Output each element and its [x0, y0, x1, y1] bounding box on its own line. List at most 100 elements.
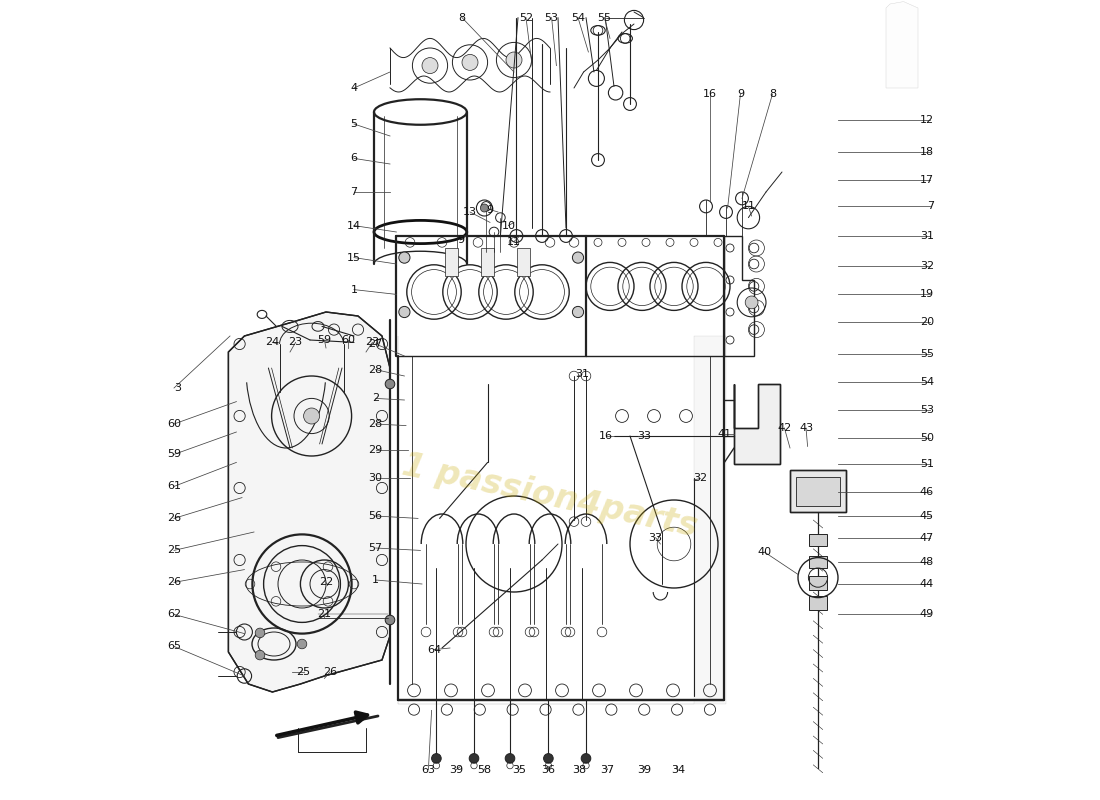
Text: 11: 11	[741, 202, 756, 211]
Text: 26: 26	[167, 578, 182, 587]
Text: 48: 48	[920, 557, 934, 566]
Text: 9: 9	[456, 235, 464, 245]
Circle shape	[506, 52, 522, 68]
Bar	[446, 248, 458, 276]
Text: 14: 14	[346, 221, 361, 230]
Text: 27: 27	[368, 339, 383, 349]
Text: 65: 65	[167, 642, 182, 651]
Text: 21: 21	[317, 610, 331, 619]
Text: 33: 33	[637, 431, 651, 441]
Circle shape	[581, 754, 591, 763]
Text: 7: 7	[351, 187, 358, 197]
Text: 53: 53	[920, 405, 934, 414]
Text: 39: 39	[449, 765, 463, 774]
Text: 53: 53	[544, 13, 559, 22]
Text: 1: 1	[372, 575, 379, 585]
Text: 64: 64	[427, 645, 441, 654]
Text: 8: 8	[769, 90, 776, 99]
Text: 16: 16	[600, 431, 613, 441]
Text: 23: 23	[288, 338, 302, 347]
Circle shape	[431, 754, 441, 763]
Circle shape	[462, 54, 478, 70]
Circle shape	[297, 639, 307, 649]
Circle shape	[481, 204, 488, 212]
Text: 8: 8	[459, 13, 465, 22]
Text: 32: 32	[693, 474, 707, 483]
Text: 22: 22	[319, 578, 333, 587]
Circle shape	[399, 306, 410, 318]
Text: 54: 54	[920, 378, 934, 387]
Text: 40: 40	[757, 547, 771, 557]
Text: 11: 11	[507, 237, 521, 246]
Circle shape	[255, 650, 265, 660]
Text: 3: 3	[174, 383, 182, 393]
Circle shape	[304, 408, 320, 424]
Polygon shape	[810, 576, 827, 590]
Text: 62: 62	[167, 610, 182, 619]
Polygon shape	[398, 336, 726, 704]
Text: 39: 39	[637, 765, 651, 774]
Circle shape	[572, 306, 584, 318]
Circle shape	[385, 615, 395, 625]
Text: 49: 49	[920, 610, 934, 619]
Text: 35: 35	[513, 765, 527, 774]
Text: 20: 20	[920, 318, 934, 327]
Text: 13: 13	[463, 207, 477, 217]
Text: 2: 2	[372, 394, 379, 403]
Text: 42: 42	[778, 423, 792, 433]
Circle shape	[422, 58, 438, 74]
Text: 41: 41	[717, 429, 732, 438]
Text: 25: 25	[167, 546, 182, 555]
Circle shape	[255, 628, 265, 638]
Polygon shape	[796, 477, 839, 506]
Polygon shape	[810, 596, 827, 610]
Circle shape	[470, 754, 478, 763]
Polygon shape	[810, 534, 827, 546]
Text: 50: 50	[920, 434, 934, 443]
Polygon shape	[810, 556, 827, 568]
Polygon shape	[734, 384, 780, 464]
Text: 55: 55	[920, 349, 934, 358]
Text: 26: 26	[323, 667, 337, 677]
Circle shape	[399, 252, 410, 263]
Text: 17: 17	[920, 175, 934, 185]
Text: 51: 51	[920, 459, 934, 469]
Text: 37: 37	[601, 765, 615, 774]
Text: 6: 6	[351, 154, 358, 163]
Text: 57: 57	[368, 543, 383, 553]
Text: 60: 60	[167, 419, 182, 429]
Text: 29: 29	[368, 445, 383, 454]
Text: 61: 61	[167, 482, 182, 491]
Text: 10: 10	[502, 221, 516, 230]
Text: 54: 54	[571, 13, 585, 22]
Text: 43: 43	[799, 423, 813, 433]
Text: 45: 45	[920, 511, 934, 521]
Text: 15: 15	[346, 253, 361, 262]
Text: 30: 30	[368, 474, 383, 483]
Bar	[517, 248, 530, 276]
Text: 52: 52	[519, 13, 534, 22]
Text: 23: 23	[365, 338, 380, 347]
Text: 36: 36	[541, 765, 556, 774]
Text: 38: 38	[572, 765, 586, 774]
Text: 9: 9	[737, 90, 744, 99]
Text: 5: 5	[351, 119, 358, 129]
Polygon shape	[886, 2, 918, 88]
Polygon shape	[790, 470, 846, 512]
Text: 44: 44	[920, 579, 934, 589]
Polygon shape	[229, 312, 390, 692]
Circle shape	[572, 252, 584, 263]
Text: 19: 19	[920, 290, 934, 299]
Text: 7: 7	[927, 202, 934, 211]
Text: 4: 4	[351, 83, 358, 93]
Text: 60: 60	[341, 335, 355, 345]
Text: 31: 31	[920, 231, 934, 241]
Circle shape	[745, 296, 758, 309]
Circle shape	[543, 754, 553, 763]
Text: 56: 56	[368, 511, 383, 521]
Text: 28: 28	[368, 419, 383, 429]
Text: 12: 12	[920, 115, 934, 125]
Circle shape	[505, 754, 515, 763]
Text: 34: 34	[671, 765, 685, 774]
Text: 16: 16	[703, 90, 717, 99]
